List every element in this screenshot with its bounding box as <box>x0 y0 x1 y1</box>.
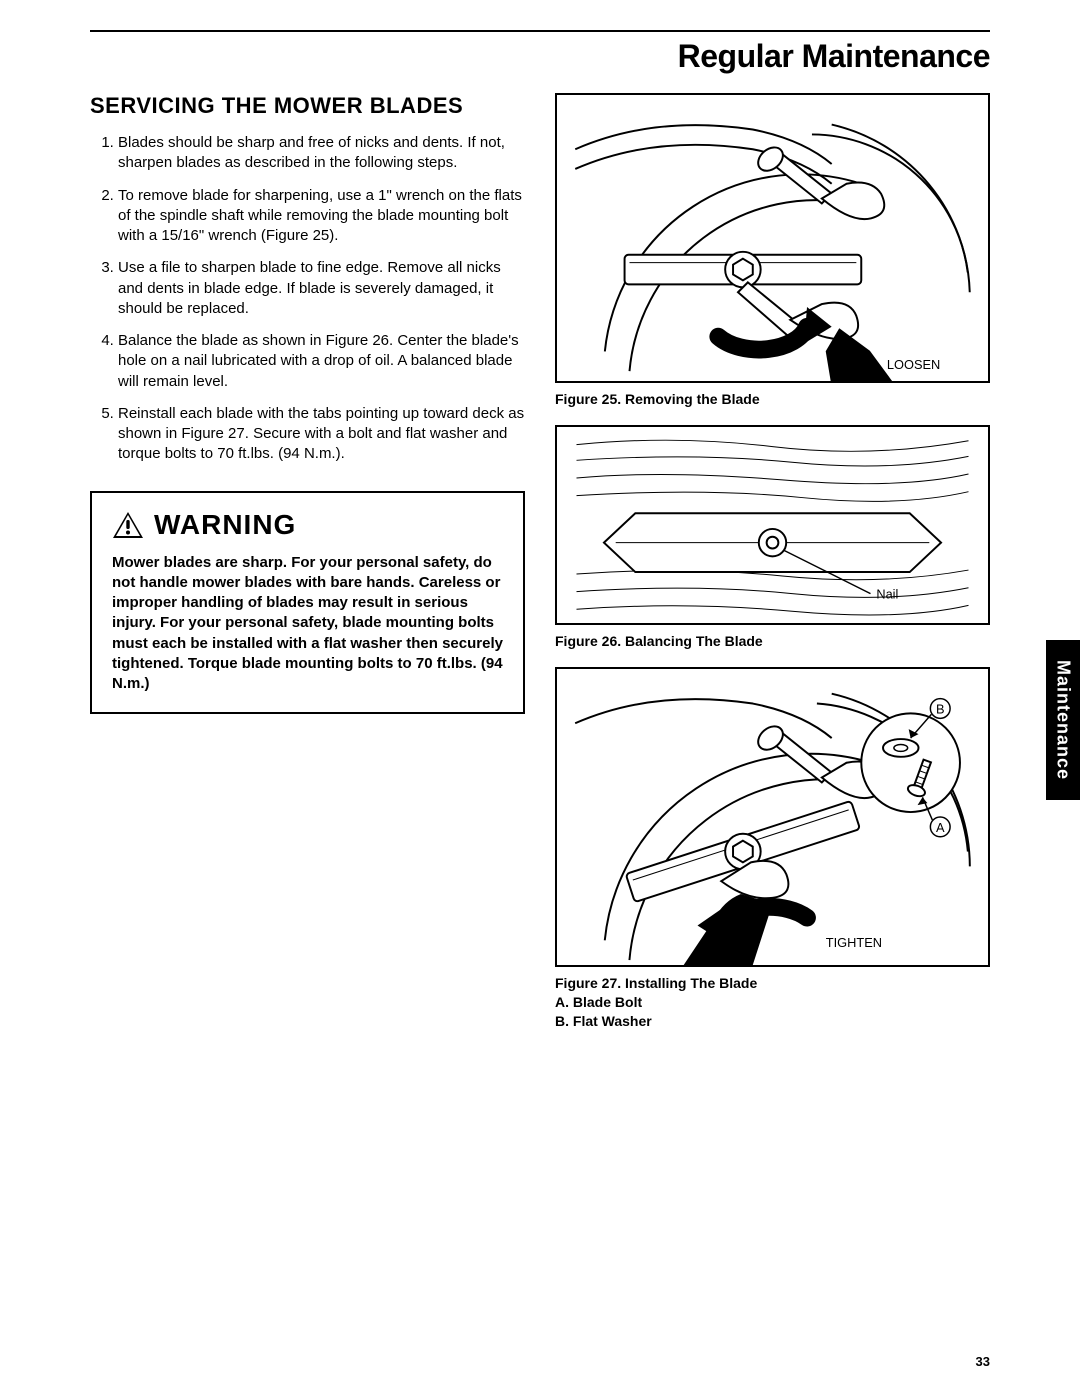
figure-26-illustration: Nail <box>557 427 988 623</box>
page-number: 33 <box>976 1354 990 1369</box>
figure-27-illustration: TIGHTEN A <box>557 669 988 965</box>
figure-27-tighten-label: TIGHTEN <box>826 935 882 950</box>
figure-26-nail-label: Nail <box>876 587 898 602</box>
figure-25-illustration: LOOSEN <box>557 95 988 381</box>
figure-27-label-a: A <box>936 820 945 835</box>
figure-27-caption: Figure 27. Installing The Blade <box>555 975 990 991</box>
step-item: Blades should be sharp and free of nicks… <box>118 133 525 174</box>
step-item: Balance the blade as shown in Figure 26.… <box>118 331 525 392</box>
warning-body: Mower blades are sharp. For your persona… <box>112 553 503 695</box>
figure-27-sub-a: A. Blade Bolt <box>555 993 990 1012</box>
steps-list: Blades should be sharp and free of nicks… <box>90 133 525 465</box>
step-item: Use a file to sharpen blade to fine edge… <box>118 258 525 319</box>
figure-25-loosen-label: LOOSEN <box>887 357 940 372</box>
figure-27-label-b: B <box>936 701 945 716</box>
step-item: To remove blade for sharpening, use a 1"… <box>118 186 525 247</box>
page-title: Regular Maintenance <box>90 38 990 75</box>
side-tab: Maintenance <box>1046 640 1080 800</box>
header-rule <box>90 30 990 32</box>
section-heading: SERVICING THE MOWER BLADES <box>90 93 525 119</box>
side-tab-label: Maintenance <box>1053 660 1074 780</box>
figure-27-frame: TIGHTEN A <box>555 667 990 967</box>
column-right: LOOSEN Figure 25. Removing the Blade <box>555 93 990 1031</box>
warning-box: WARNING Mower blades are sharp. For your… <box>90 491 525 715</box>
warning-icon <box>112 511 144 539</box>
column-left: SERVICING THE MOWER BLADES Blades should… <box>90 93 525 1031</box>
content-columns: SERVICING THE MOWER BLADES Blades should… <box>90 93 990 1031</box>
figure-26-caption: Figure 26. Balancing The Blade <box>555 633 990 649</box>
step-item: Reinstall each blade with the tabs point… <box>118 404 525 465</box>
figure-25-caption: Figure 25. Removing the Blade <box>555 391 990 407</box>
figure-26-frame: Nail <box>555 425 990 625</box>
warning-title-row: WARNING <box>112 509 503 541</box>
figure-27-sub-b: B. Flat Washer <box>555 1012 990 1031</box>
warning-title-text: WARNING <box>154 509 296 541</box>
figure-25-frame: LOOSEN <box>555 93 990 383</box>
